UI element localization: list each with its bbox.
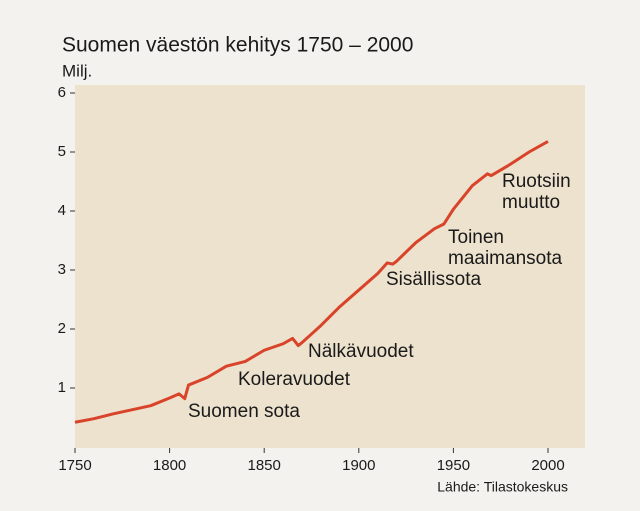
annotation: maaimansota [448, 248, 562, 269]
annotation: Ruotsiin [502, 171, 571, 192]
y-tick-label: 4 [58, 202, 66, 219]
annotation: Suomen sota [188, 401, 300, 422]
y-tick-label: 6 [58, 84, 66, 101]
x-tick-label: 1750 [58, 457, 91, 474]
x-tick-label: 1900 [342, 457, 375, 474]
source: Lähde: Tilastokeskus [437, 479, 568, 495]
plot-area [75, 85, 585, 448]
y-tick-label: 2 [58, 320, 66, 337]
chart-title: Suomen väestön kehitys 1750 – 2000 [62, 34, 413, 57]
x-tick-label: 1800 [153, 457, 186, 474]
y-tick-label: 3 [58, 261, 66, 278]
x-tick-label: 1950 [437, 457, 470, 474]
x-tick-label: 2000 [531, 457, 564, 474]
annotation: Toinen [448, 227, 504, 248]
data-line [74, 140, 549, 424]
annotation: Sisällissota [386, 269, 481, 290]
annotation: muutto [502, 192, 560, 213]
x-tick-label: 1850 [248, 457, 281, 474]
annotation: Koleravuodet [238, 369, 351, 390]
y-axis-label: Milj. [62, 61, 92, 80]
y-tick-label: 1 [58, 379, 66, 396]
annotation: Nälkävuodet [308, 341, 414, 362]
y-tick-label: 5 [58, 143, 66, 160]
